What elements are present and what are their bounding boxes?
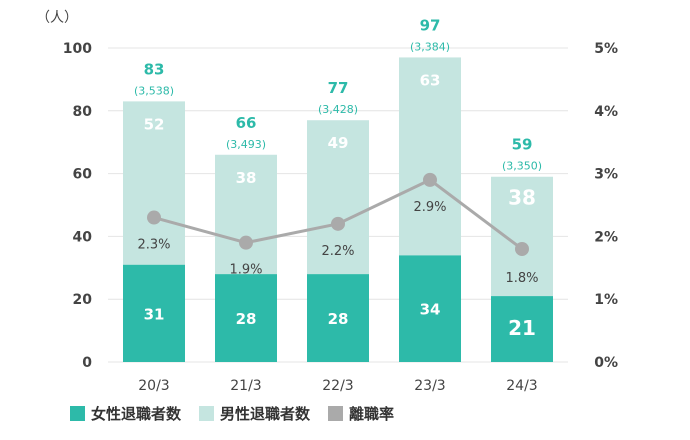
rate-point bbox=[423, 172, 437, 187]
y-right-tick-label: 5% bbox=[594, 41, 618, 57]
legend-label-rate: 離職率 bbox=[349, 405, 395, 423]
x-tick-label: 23/3 bbox=[414, 378, 445, 394]
legend-item-female: 女性退職者数 bbox=[70, 403, 181, 424]
y-axis-unit: （人） bbox=[36, 10, 78, 26]
label-female: 21 bbox=[508, 316, 536, 340]
y-left-tick-label: 40 bbox=[73, 229, 93, 245]
y-left-tick-label: 20 bbox=[73, 292, 93, 308]
label-rate: 1.8% bbox=[505, 271, 538, 286]
legend-swatch-rate bbox=[328, 406, 344, 421]
x-axis: 20/3 21/3 22/3 23/3 24/3 bbox=[138, 378, 537, 394]
rate-point bbox=[331, 216, 345, 231]
y-right-tick-label: 0% bbox=[594, 355, 618, 371]
label-male: 49 bbox=[328, 134, 349, 152]
y-right-tick-label: 3% bbox=[594, 167, 618, 183]
bar-female bbox=[491, 296, 553, 362]
y-right-tick-label: 4% bbox=[594, 104, 618, 120]
label-rate: 2.3% bbox=[137, 238, 170, 253]
legend: 女性退職者数 男性退職者数 離職率 bbox=[70, 403, 394, 424]
bar-male bbox=[123, 101, 185, 265]
label-total-sub: (3,350) bbox=[502, 160, 542, 173]
legend-label-female: 女性退職者数 bbox=[91, 405, 182, 423]
legend-label-male: 男性退職者数 bbox=[220, 405, 311, 423]
y-left-tick-label: 0 bbox=[82, 355, 92, 371]
rate-point bbox=[147, 210, 161, 225]
label-male: 38 bbox=[508, 186, 536, 210]
label-total-sub: (3,493) bbox=[226, 138, 266, 151]
bar-female bbox=[123, 264, 185, 362]
label-total: 66 bbox=[236, 114, 257, 132]
y-left-tick-label: 100 bbox=[63, 41, 92, 57]
label-female: 28 bbox=[236, 310, 257, 328]
chart: （人） 0 20 40 60 80 100 0% 1% 2% 3% 4% 5% 31 52 (3,538… bbox=[36, 10, 618, 394]
label-total-sub: (3,384) bbox=[410, 40, 450, 53]
y-left-tick-label: 60 bbox=[73, 167, 93, 183]
label-rate: 2.2% bbox=[321, 244, 354, 259]
label-total: 77 bbox=[328, 79, 349, 97]
label-male: 63 bbox=[420, 71, 441, 89]
label-male: 38 bbox=[236, 169, 257, 187]
label-total-sub: (3,538) bbox=[134, 84, 174, 97]
label-male: 52 bbox=[144, 115, 165, 133]
bar-female bbox=[307, 274, 369, 362]
bar-male bbox=[215, 154, 277, 275]
x-tick-label: 21/3 bbox=[230, 378, 261, 394]
label-female: 28 bbox=[328, 310, 349, 328]
x-tick-label: 24/3 bbox=[506, 378, 537, 394]
rate-point bbox=[239, 235, 253, 250]
label-total: 97 bbox=[420, 16, 441, 34]
bar-female bbox=[215, 274, 277, 362]
y-right-tick-label: 2% bbox=[594, 229, 618, 245]
bar-female bbox=[399, 255, 461, 362]
rate-line bbox=[147, 172, 529, 256]
y-right-tick-label: 1% bbox=[594, 292, 618, 308]
legend-item-male: 男性退職者数 bbox=[199, 403, 310, 424]
label-rate: 2.9% bbox=[413, 200, 446, 215]
label-total: 59 bbox=[512, 136, 533, 154]
bar-male bbox=[491, 176, 553, 297]
legend-item-rate: 離職率 bbox=[328, 403, 394, 424]
label-rate: 1.9% bbox=[229, 263, 262, 278]
legend-swatch-male bbox=[199, 406, 215, 421]
label-female: 34 bbox=[420, 301, 441, 319]
legend-swatch-female bbox=[70, 406, 85, 421]
data-labels: 31 52 (3,538) 83 28 38 (3,493) 66 28 49 (3,428) 77 3… bbox=[134, 16, 542, 340]
rate-point bbox=[515, 241, 529, 256]
bar-male bbox=[307, 120, 369, 275]
bars bbox=[123, 57, 553, 362]
label-total-sub: (3,428) bbox=[318, 103, 358, 116]
bar-male bbox=[399, 57, 461, 256]
label-female: 31 bbox=[144, 305, 165, 323]
x-tick-label: 22/3 bbox=[322, 378, 353, 394]
y-left-tick-label: 80 bbox=[73, 104, 93, 120]
label-total: 83 bbox=[144, 60, 165, 78]
y-axis-right: 0% 1% 2% 3% 4% 5% bbox=[594, 41, 618, 371]
y-axis-left: 0 20 40 60 80 100 bbox=[63, 41, 92, 371]
x-tick-label: 20/3 bbox=[138, 378, 169, 394]
